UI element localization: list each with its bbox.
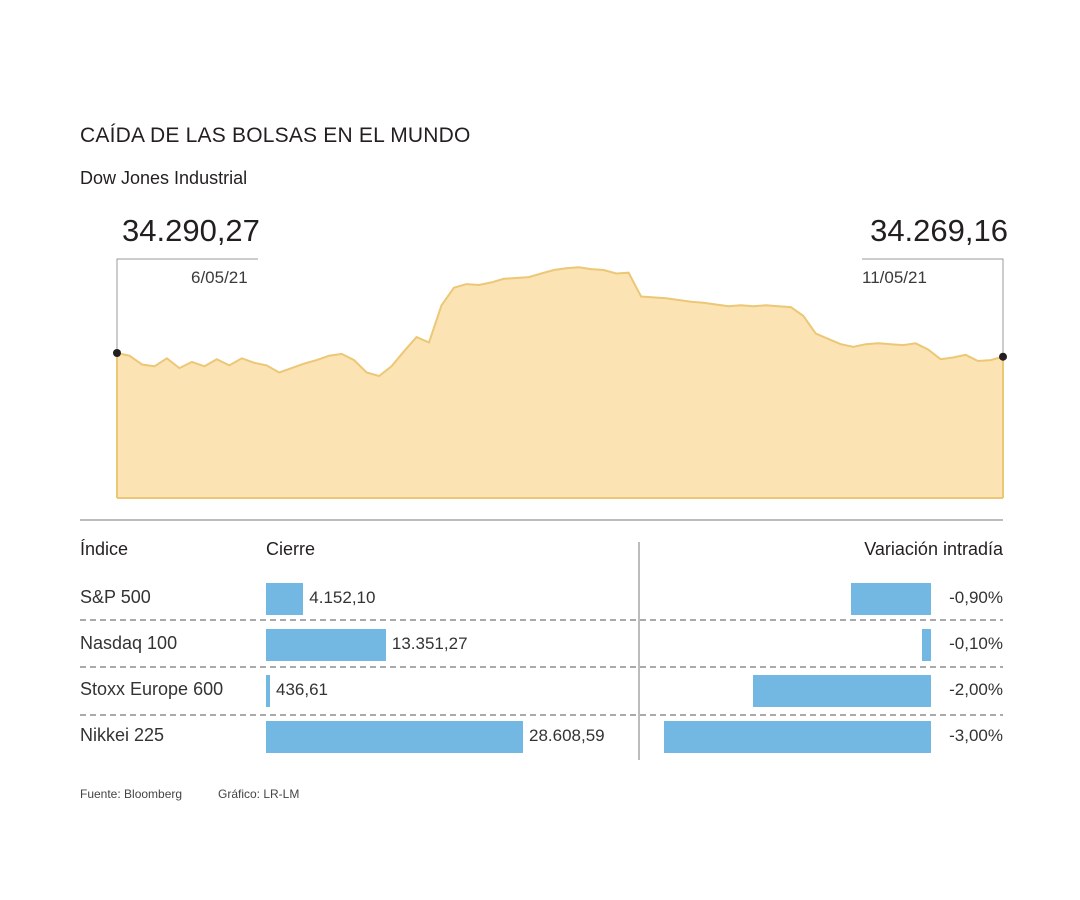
change-value-label: -2,00% (949, 680, 1003, 699)
change-bar (664, 721, 931, 753)
end-date-label: 11/05/21 (862, 268, 927, 287)
end-marker (999, 352, 1007, 361)
column-header-cierre: Cierre (266, 539, 316, 559)
row-index-name: Nasdaq 100 (80, 633, 178, 653)
row-index-name: Stoxx Europe 600 (80, 679, 224, 699)
close-bar (266, 721, 523, 753)
close-value-label: 13.351,27 (391, 634, 468, 653)
dow-jones-line (116, 266, 1004, 378)
close-value-label: 436,61 (276, 680, 328, 699)
start-date-label: 6/05/21 (191, 268, 248, 287)
close-bar (266, 629, 386, 661)
change-bar (922, 629, 931, 661)
dow-jones-area-chart (113, 258, 1007, 499)
row-index-name: S&P 500 (80, 587, 151, 607)
end-callout-line (862, 258, 1004, 355)
change-bar (753, 675, 931, 707)
chart-title: CAÍDA DE LAS BOLSAS EN EL MUNDO (80, 124, 471, 147)
area-fill (117, 267, 1003, 498)
column-header-variacion: Variación intradía (864, 539, 1003, 559)
column-header-indice: Índice (80, 539, 129, 559)
change-value-label: -0,10% (949, 634, 1003, 653)
close-bar (266, 675, 270, 707)
close-value-label: 4.152,10 (309, 588, 376, 607)
start-marker (113, 349, 121, 357)
change-value-label: -0,90% (949, 588, 1003, 607)
row-index-name: Nikkei 225 (80, 725, 165, 745)
end-value-label: 34.269,16 (870, 213, 1008, 248)
footer-source: Fuente: Bloomberg (80, 787, 183, 801)
start-value-label: 34.290,27 (122, 213, 260, 248)
chart-subtitle: Dow Jones Industrial (80, 168, 248, 188)
change-bar (850, 583, 931, 615)
close-bar (266, 583, 304, 615)
change-value-label: -3,00% (949, 726, 1003, 745)
footer-credit: Gráfico: LR-LM (218, 787, 300, 801)
close-value-label: 28.608,59 (529, 726, 605, 745)
start-callout-line (116, 258, 258, 353)
